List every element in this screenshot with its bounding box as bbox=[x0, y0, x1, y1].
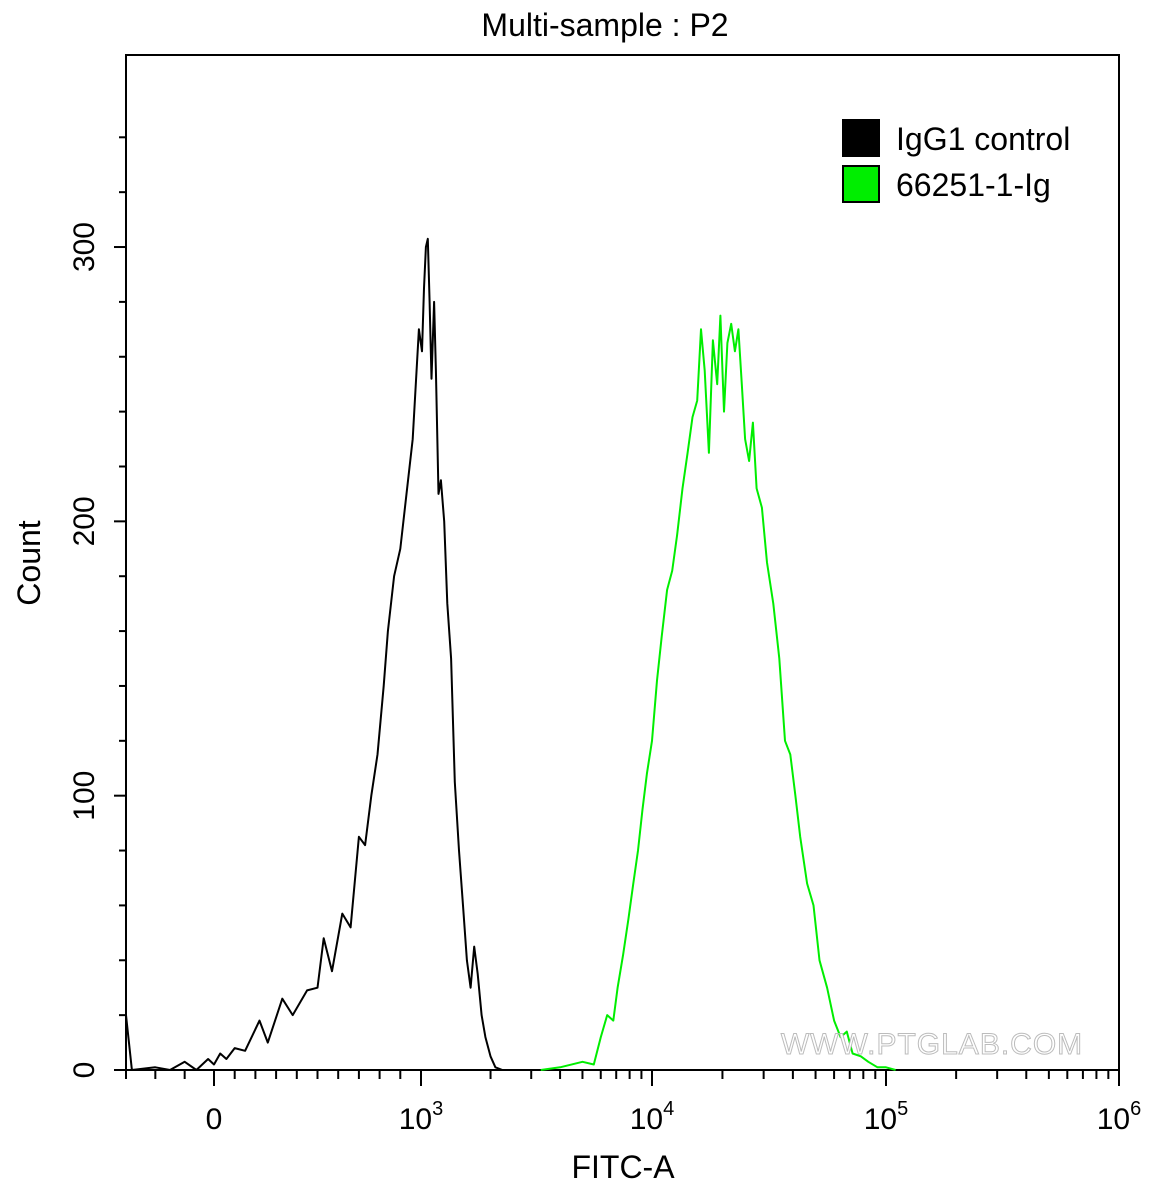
y-tick-label: 100 bbox=[68, 771, 101, 821]
y-axis: 0 100 200 300 bbox=[68, 136, 126, 1079]
legend-swatch bbox=[842, 165, 880, 203]
x-tick-label: 0 bbox=[206, 1103, 223, 1136]
watermark-text: WWW.PTGLAB.COM bbox=[781, 1028, 1083, 1061]
x-tick-label: 106 bbox=[1097, 1098, 1142, 1136]
series-layer bbox=[125, 237, 896, 1071]
series-line-2 bbox=[540, 314, 896, 1071]
legend-label: IgG1 control bbox=[896, 121, 1070, 157]
x-tick-label: 103 bbox=[399, 1098, 444, 1136]
y-tick-label: 300 bbox=[68, 222, 101, 272]
x-axis-label: FITC-A bbox=[571, 1149, 675, 1185]
x-axis: 0 103 104 105 106 bbox=[125, 1070, 1142, 1136]
y-tick-label: 200 bbox=[68, 496, 101, 546]
plot-frame bbox=[125, 54, 1120, 1071]
legend: IgG1 control 66251-1-Ig bbox=[842, 119, 1070, 203]
legend-label: 66251-1-Ig bbox=[896, 167, 1051, 203]
x-tick-label: 104 bbox=[630, 1098, 675, 1136]
series-line-1 bbox=[125, 237, 503, 1071]
chart-title: Multi-sample : P2 bbox=[481, 7, 728, 43]
x-tick-label: 105 bbox=[864, 1098, 909, 1136]
y-tick-label: 0 bbox=[68, 1062, 101, 1079]
legend-swatch bbox=[842, 119, 880, 157]
y-axis-label: Count bbox=[11, 520, 47, 606]
